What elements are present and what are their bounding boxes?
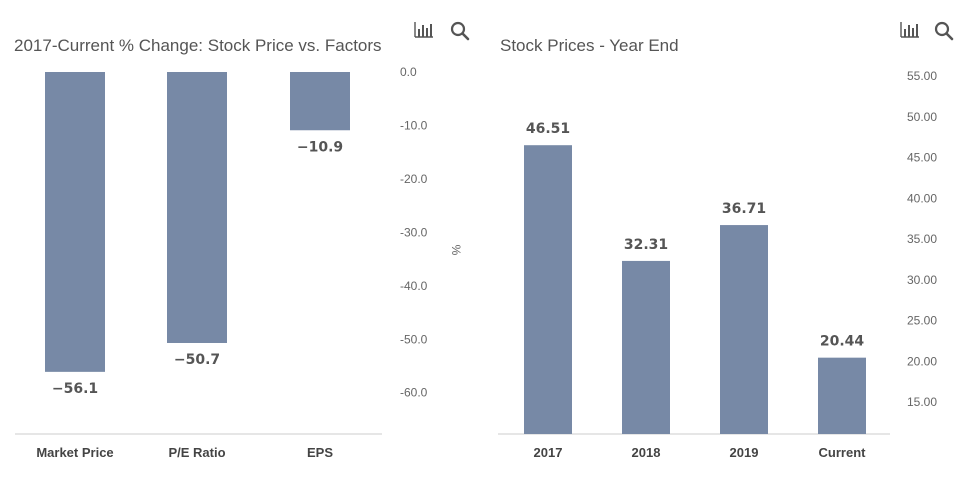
y-tick-label: 45.00 <box>907 151 937 165</box>
bar <box>290 72 350 131</box>
bar <box>720 225 768 434</box>
y-tick-label: 0.0 <box>400 65 417 79</box>
bar-chart-icon[interactable] <box>899 20 921 42</box>
y-tick-label: 50.00 <box>907 110 937 124</box>
x-tick-label: 2018 <box>632 445 661 460</box>
y-tick-label: 25.00 <box>907 314 937 328</box>
data-label: 46.51 <box>526 121 570 137</box>
x-tick-label: P/E Ratio <box>168 445 225 460</box>
data-label: −50.7 <box>174 352 220 368</box>
x-tick-label: Current <box>819 445 867 460</box>
x-tick-label: EPS <box>307 445 333 460</box>
y-tick-label: -40.0 <box>400 279 428 293</box>
y-tick-label: 15.00 <box>907 395 937 409</box>
data-label: 32.31 <box>624 237 668 253</box>
search-icon[interactable] <box>449 20 471 42</box>
right-chart-title: Stock Prices - Year End <box>500 36 679 55</box>
data-label: 20.44 <box>820 334 865 350</box>
y-tick-label: 20.00 <box>907 354 937 368</box>
y-tick-label: -60.0 <box>400 386 428 400</box>
y-tick-label: -20.0 <box>400 172 428 186</box>
y-tick-label: -30.0 <box>400 225 428 239</box>
x-tick-label: 2019 <box>730 445 759 460</box>
y-axis-title: % <box>449 245 463 256</box>
left-chart-svg: −56.1 Market Price −50.7 P/E Ratio −10.9 EPS 0… <box>15 65 463 460</box>
data-label: −10.9 <box>297 139 343 155</box>
bar <box>45 72 105 372</box>
data-label: −56.1 <box>52 381 98 397</box>
data-label: 36.71 <box>722 201 766 217</box>
search-icon[interactable] <box>933 20 955 42</box>
left-chart-panel: 2017-Current % Change: Stock Price vs. F… <box>14 20 471 460</box>
right-chart-svg: 46.51 2017 32.31 2018 36.71 2019 20.44 Current 5… <box>498 69 937 460</box>
bar <box>622 260 670 434</box>
bar-chart-icon[interactable] <box>413 20 435 42</box>
y-tick-label: 40.00 <box>907 191 937 205</box>
y-tick-label: 55.00 <box>907 69 937 83</box>
x-tick-label: 2017 <box>534 445 563 460</box>
y-tick-label: -10.0 <box>400 118 428 132</box>
y-tick-label: 30.00 <box>907 273 937 287</box>
right-chart-panel: Stock Prices - Year End 46.51 2017 32.31 20… <box>480 0 958 478</box>
bar <box>524 145 572 435</box>
x-tick-label: Market Price <box>36 445 113 460</box>
bar <box>818 357 866 434</box>
left-chart-title: 2017-Current % Change: Stock Price vs. F… <box>14 36 382 55</box>
y-tick-label: 35.00 <box>907 232 937 246</box>
bar <box>167 72 227 343</box>
y-tick-label: -50.0 <box>400 332 428 346</box>
